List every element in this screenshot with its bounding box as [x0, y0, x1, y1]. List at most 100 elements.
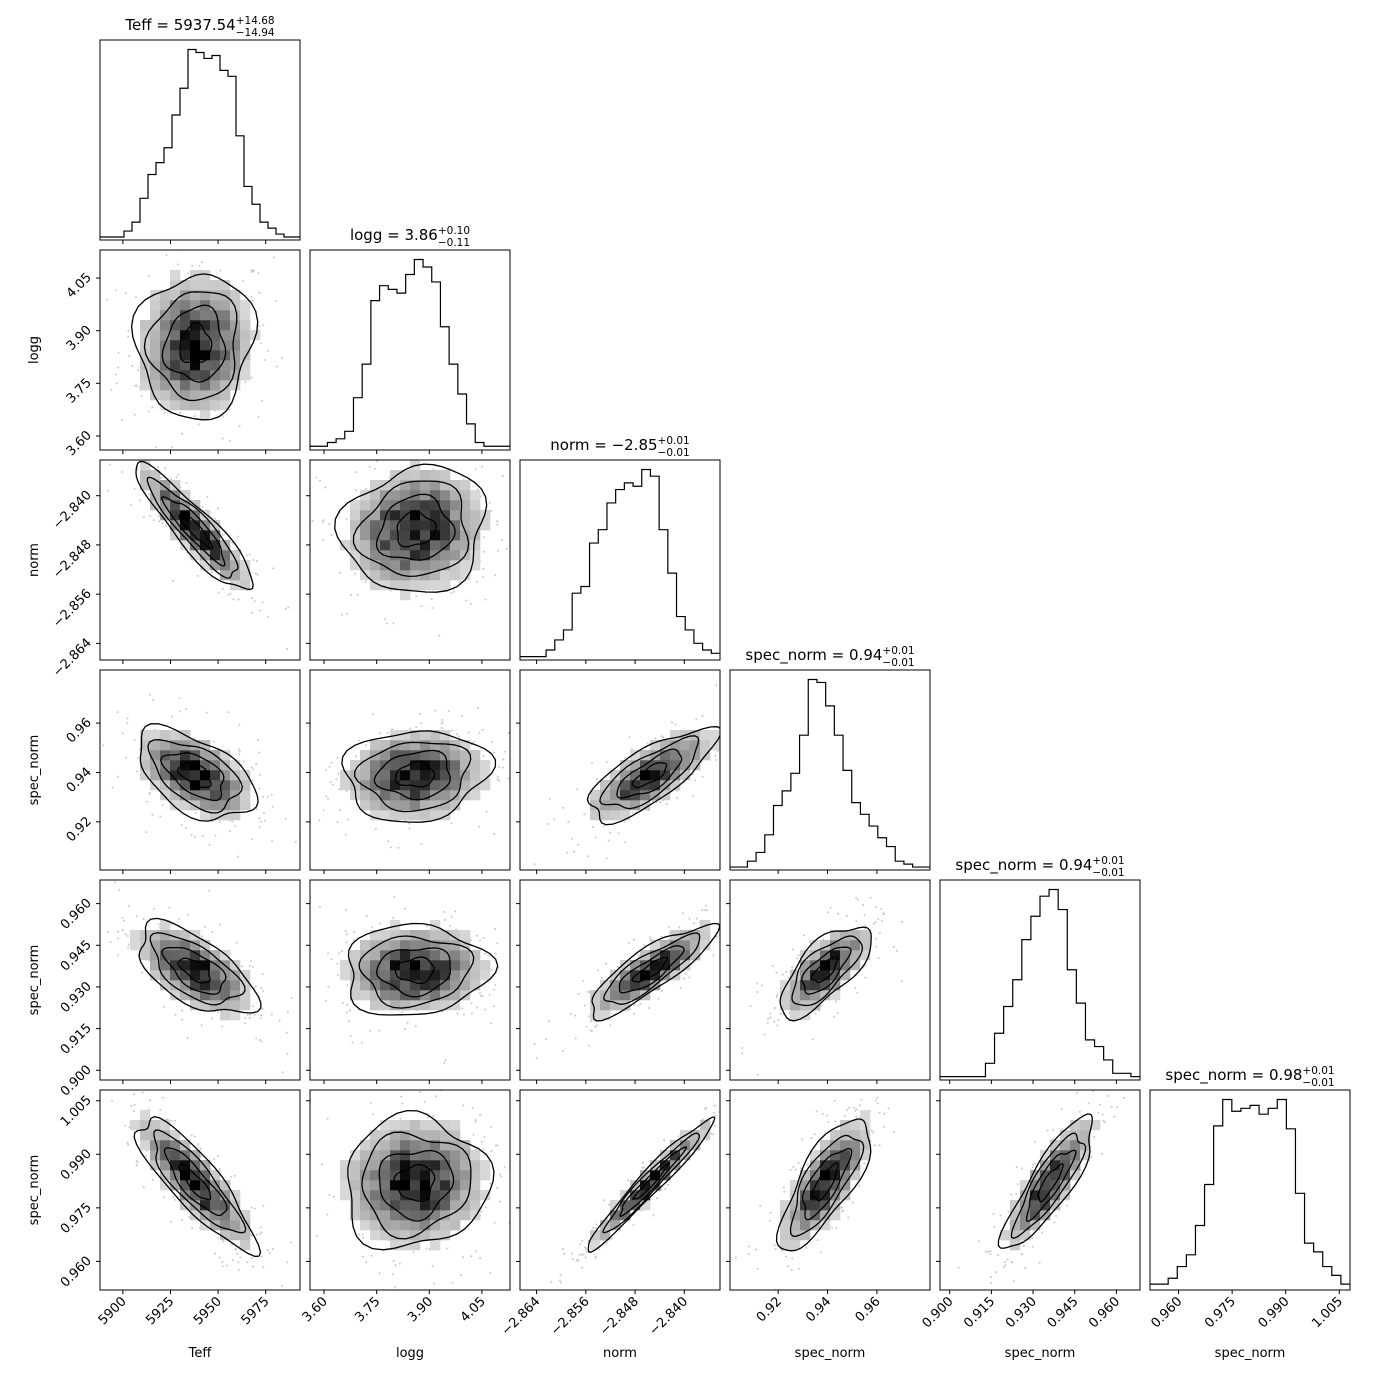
contour-4-0-2 [149, 932, 246, 1006]
contour-5-2-0 [632, 1162, 670, 1201]
y-tick-label-1-2: 3.90 [64, 323, 95, 354]
histogram-title-lower-3: −0.01 [882, 657, 914, 669]
panel-frame-4-2 [519, 879, 721, 1081]
contour-2-1-2 [352, 480, 470, 578]
y-tick-label-2-2: −2.848 [50, 537, 95, 582]
y-tick-label-2-1: −2.856 [50, 586, 95, 631]
contour-5-0-0 [178, 1163, 212, 1201]
contour-3-1-0 [394, 760, 436, 788]
panel-content-5-2 [550, 1104, 720, 1284]
histogram-frame-2 [519, 459, 721, 661]
contour-2-0-1 [161, 496, 226, 567]
scatter-panel-5-0 [96, 1089, 301, 1294]
y-axis-5: 0.960 0.975 0.990 1.005 spec_norm [27, 1093, 95, 1291]
y-tick-label-4-3: 0.945 [58, 937, 95, 974]
contour-5-1-0 [393, 1163, 436, 1202]
scatter-panel-3-0 [96, 669, 301, 874]
x-tick-label-0-1: 5925 [143, 1294, 177, 1328]
histogram-1: logg = 3.86+0.10−0.11 [309, 225, 511, 454]
x-tick-label-1-2: 3.90 [405, 1294, 436, 1325]
y-tick-label-2-3: −2.840 [50, 488, 95, 533]
y-tick-label-2-0: −2.864 [50, 636, 95, 681]
panel-frame-2-0 [99, 459, 301, 661]
x-tick-label-2-2: −2.848 [597, 1294, 642, 1339]
scatter-panel-4-3 [726, 879, 931, 1084]
panel-content-5-0 [111, 1091, 292, 1287]
x-tick-label-2-1: −2.856 [548, 1294, 593, 1339]
panel-content-2-1 [310, 460, 508, 637]
histogram-title-lower-1: −0.11 [438, 237, 470, 249]
histogram-title-5: spec_norm = 0.98+0.01 [1165, 1065, 1334, 1085]
y-axis-1: 3.60 3.75 3.90 4.05 logg [27, 270, 95, 459]
panel-frame-5-2 [519, 1089, 721, 1291]
y-tick-label-5-1: 0.975 [58, 1200, 95, 1237]
contour-2-1-1 [375, 493, 456, 561]
contour-5-0-1 [163, 1147, 228, 1217]
y-tick-label-3-0: 0.92 [64, 814, 95, 845]
contour-5-3-3 [775, 1118, 872, 1252]
contour-5-4-2 [1010, 1132, 1087, 1240]
contour-4-0-1 [161, 946, 227, 995]
x-tick-label-0-0: 5900 [96, 1294, 130, 1328]
panel-content-4-1 [318, 896, 500, 1064]
panel-content-4-3 [741, 896, 903, 1076]
y-axis-label-2: norm [27, 543, 42, 577]
contour-3-1-3 [341, 730, 497, 823]
panel-content-4-2 [533, 904, 720, 1060]
contour-5-4-3 [997, 1113, 1093, 1249]
x-tick-label-3-0: 0.92 [754, 1294, 785, 1325]
panel-frame-4-1 [309, 879, 511, 1081]
histogram-frame-5 [1149, 1089, 1351, 1291]
scatter-panel-4-2 [516, 879, 721, 1084]
histogram-frame-3 [729, 669, 931, 871]
histogram-title-3: spec_norm = 0.94+0.01 [745, 645, 914, 665]
panel-frame-1-0 [99, 249, 301, 451]
contour-2-0-2 [146, 476, 239, 579]
histogram-5: spec_norm = 0.98+0.01−0.01 [1149, 1065, 1351, 1294]
histogram-step-3 [730, 678, 930, 868]
histogram-title-2: norm = −2.85+0.01 [550, 435, 689, 454]
scatter-panel-2-1 [306, 459, 511, 664]
contour-1-0-3 [130, 273, 259, 421]
histogram-title-4: spec_norm = 0.94+0.01 [955, 855, 1124, 875]
x-tick-label-1-3: 4.05 [458, 1294, 489, 1325]
contour-4-3-0 [810, 956, 839, 983]
y-tick-label-4-1: 0.915 [58, 1021, 95, 1058]
contour-2-0-3 [135, 460, 254, 591]
contour-4-3-3 [779, 926, 872, 1022]
x-axis-label-0: Teff [188, 1346, 213, 1361]
histogram-title-1: logg = 3.86+0.10 [350, 225, 470, 244]
contour-5-0-2 [153, 1129, 247, 1234]
y-tick-label-5-0: 0.960 [58, 1254, 95, 1291]
panel-frame-5-3 [729, 1089, 931, 1291]
x-axis-4: 0.900 0.915 0.930 0.945 0.960 spec_norm [920, 1294, 1124, 1361]
x-axis-label-1: logg [396, 1346, 424, 1361]
contour-4-2-2 [603, 932, 701, 1005]
contour-4-1-3 [347, 922, 499, 1016]
contour-4-2-1 [618, 945, 685, 994]
x-tick-label-1-0: 3.60 [300, 1294, 331, 1325]
scatter-panel-5-2 [516, 1089, 721, 1294]
y-axis-4: 0.900 0.915 0.930 0.945 0.960 spec_norm [27, 896, 95, 1100]
histogram-step-2 [520, 468, 720, 658]
y-tick-label-5-3: 1.005 [58, 1093, 95, 1130]
x-tick-label-2-0: −2.864 [499, 1294, 544, 1339]
x-axis-label-5: spec_norm [1215, 1346, 1286, 1361]
panel-frame-4-3 [729, 879, 931, 1081]
scatter-panel-4-0 [96, 879, 301, 1084]
contour-1-0-0 [179, 322, 213, 364]
histogram-step-5 [1150, 1098, 1350, 1285]
contour-3-2-0 [631, 762, 668, 789]
panel-content-5-4 [956, 1090, 1125, 1290]
histogram-title-lower-5: −0.01 [1302, 1077, 1334, 1089]
panel-frame-3-0 [99, 669, 301, 871]
contour-4-0-0 [177, 957, 211, 984]
scatter-panel-2-0 [96, 459, 301, 664]
y-axis-label-4: spec_norm [27, 945, 42, 1016]
contour-3-0-2 [147, 739, 243, 814]
contour-3-1-2 [354, 741, 472, 813]
panel-frame-3-1 [309, 669, 511, 871]
contour-5-0-3 [133, 1116, 262, 1258]
panel-frame-5-1 [309, 1089, 511, 1291]
contour-3-0-3 [139, 723, 259, 822]
